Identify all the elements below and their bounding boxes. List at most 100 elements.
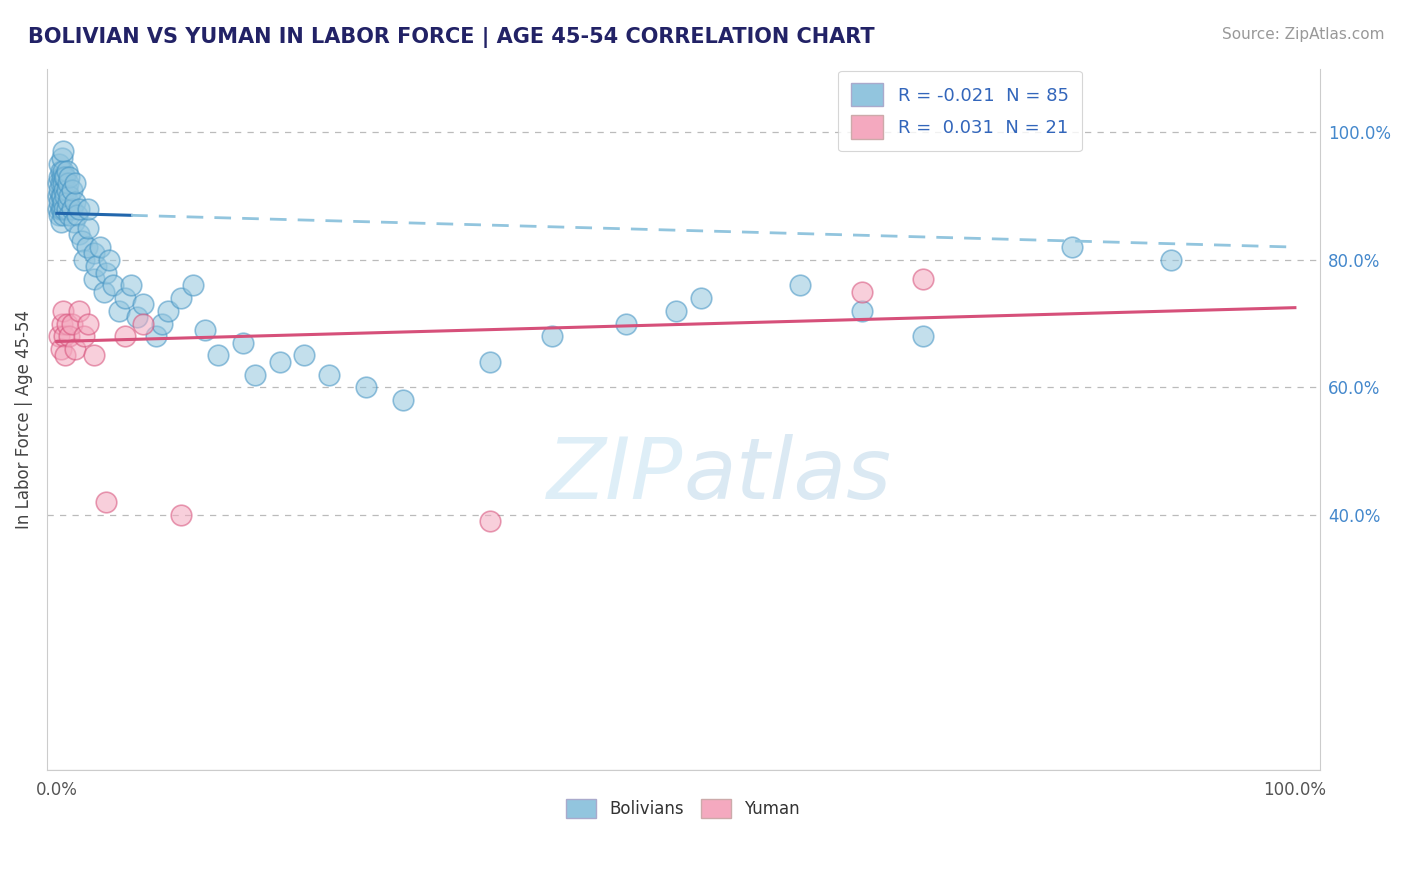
Point — [231, 335, 253, 350]
Point — [614, 317, 637, 331]
Point — [107, 303, 129, 318]
Point — [269, 355, 291, 369]
Point — [65, 195, 87, 210]
Point — [67, 202, 90, 216]
Point — [73, 252, 96, 267]
Point — [356, 380, 378, 394]
Point — [58, 329, 80, 343]
Point — [48, 169, 70, 184]
Point — [48, 195, 70, 210]
Point — [70, 234, 93, 248]
Point — [48, 208, 70, 222]
Point — [789, 278, 811, 293]
Point — [56, 177, 79, 191]
Point — [97, 252, 120, 267]
Point — [67, 303, 90, 318]
Point — [56, 195, 79, 210]
Point — [53, 169, 76, 184]
Text: ZIP: ZIP — [547, 434, 683, 516]
Point — [52, 163, 75, 178]
Point — [96, 266, 118, 280]
Point — [1060, 240, 1083, 254]
Point — [83, 349, 105, 363]
Point — [318, 368, 340, 382]
Point — [912, 272, 935, 286]
Point — [851, 303, 873, 318]
Point — [63, 214, 86, 228]
Point — [51, 151, 73, 165]
Point — [114, 291, 136, 305]
Y-axis label: In Labor Force | Age 45-54: In Labor Force | Age 45-54 — [15, 310, 32, 529]
Point — [49, 342, 72, 356]
Point — [169, 508, 191, 522]
Text: atlas: atlas — [683, 434, 891, 516]
Point — [86, 259, 108, 273]
Point — [689, 291, 711, 305]
Point — [52, 303, 75, 318]
Point — [851, 285, 873, 299]
Point — [55, 317, 77, 331]
Point — [46, 202, 69, 216]
Point — [60, 317, 83, 331]
Point — [60, 183, 83, 197]
Point — [60, 202, 83, 216]
Point — [392, 393, 415, 408]
Point — [145, 329, 167, 343]
Point — [55, 163, 77, 178]
Point — [53, 183, 76, 197]
Point — [157, 303, 180, 318]
Point — [65, 208, 87, 222]
Point — [67, 227, 90, 242]
Point — [479, 514, 502, 528]
Point — [51, 189, 73, 203]
Point — [665, 303, 688, 318]
Point — [52, 208, 75, 222]
Point — [51, 317, 73, 331]
Point — [49, 163, 72, 178]
Point — [48, 157, 70, 171]
Point — [127, 310, 149, 325]
Point — [65, 342, 87, 356]
Point — [83, 272, 105, 286]
Point — [150, 317, 173, 331]
Point — [76, 240, 98, 254]
Point — [76, 221, 98, 235]
Point — [132, 297, 155, 311]
Point — [52, 177, 75, 191]
Point — [76, 317, 98, 331]
Point — [294, 349, 316, 363]
Point — [243, 368, 266, 382]
Point — [89, 240, 111, 254]
Point — [1160, 252, 1182, 267]
Point — [55, 202, 77, 216]
Point — [52, 145, 75, 159]
Point — [73, 329, 96, 343]
Point — [76, 202, 98, 216]
Point — [46, 177, 69, 191]
Point — [912, 329, 935, 343]
Point — [51, 169, 73, 184]
Point — [132, 317, 155, 331]
Point — [46, 189, 69, 203]
Point — [53, 329, 76, 343]
Legend: Bolivians, Yuman: Bolivians, Yuman — [560, 792, 807, 825]
Point — [48, 329, 70, 343]
Point — [541, 329, 564, 343]
Point — [58, 208, 80, 222]
Point — [58, 169, 80, 184]
Point — [49, 189, 72, 203]
Point — [96, 495, 118, 509]
Point — [55, 169, 77, 184]
Point — [93, 285, 115, 299]
Point — [83, 246, 105, 260]
Point — [52, 195, 75, 210]
Point — [58, 189, 80, 203]
Text: BOLIVIAN VS YUMAN IN LABOR FORCE | AGE 45-54 CORRELATION CHART: BOLIVIAN VS YUMAN IN LABOR FORCE | AGE 4… — [28, 27, 875, 48]
Point — [479, 355, 502, 369]
Point — [169, 291, 191, 305]
Text: Source: ZipAtlas.com: Source: ZipAtlas.com — [1222, 27, 1385, 42]
Point — [114, 329, 136, 343]
Point — [55, 189, 77, 203]
Point — [120, 278, 142, 293]
Point — [101, 278, 124, 293]
